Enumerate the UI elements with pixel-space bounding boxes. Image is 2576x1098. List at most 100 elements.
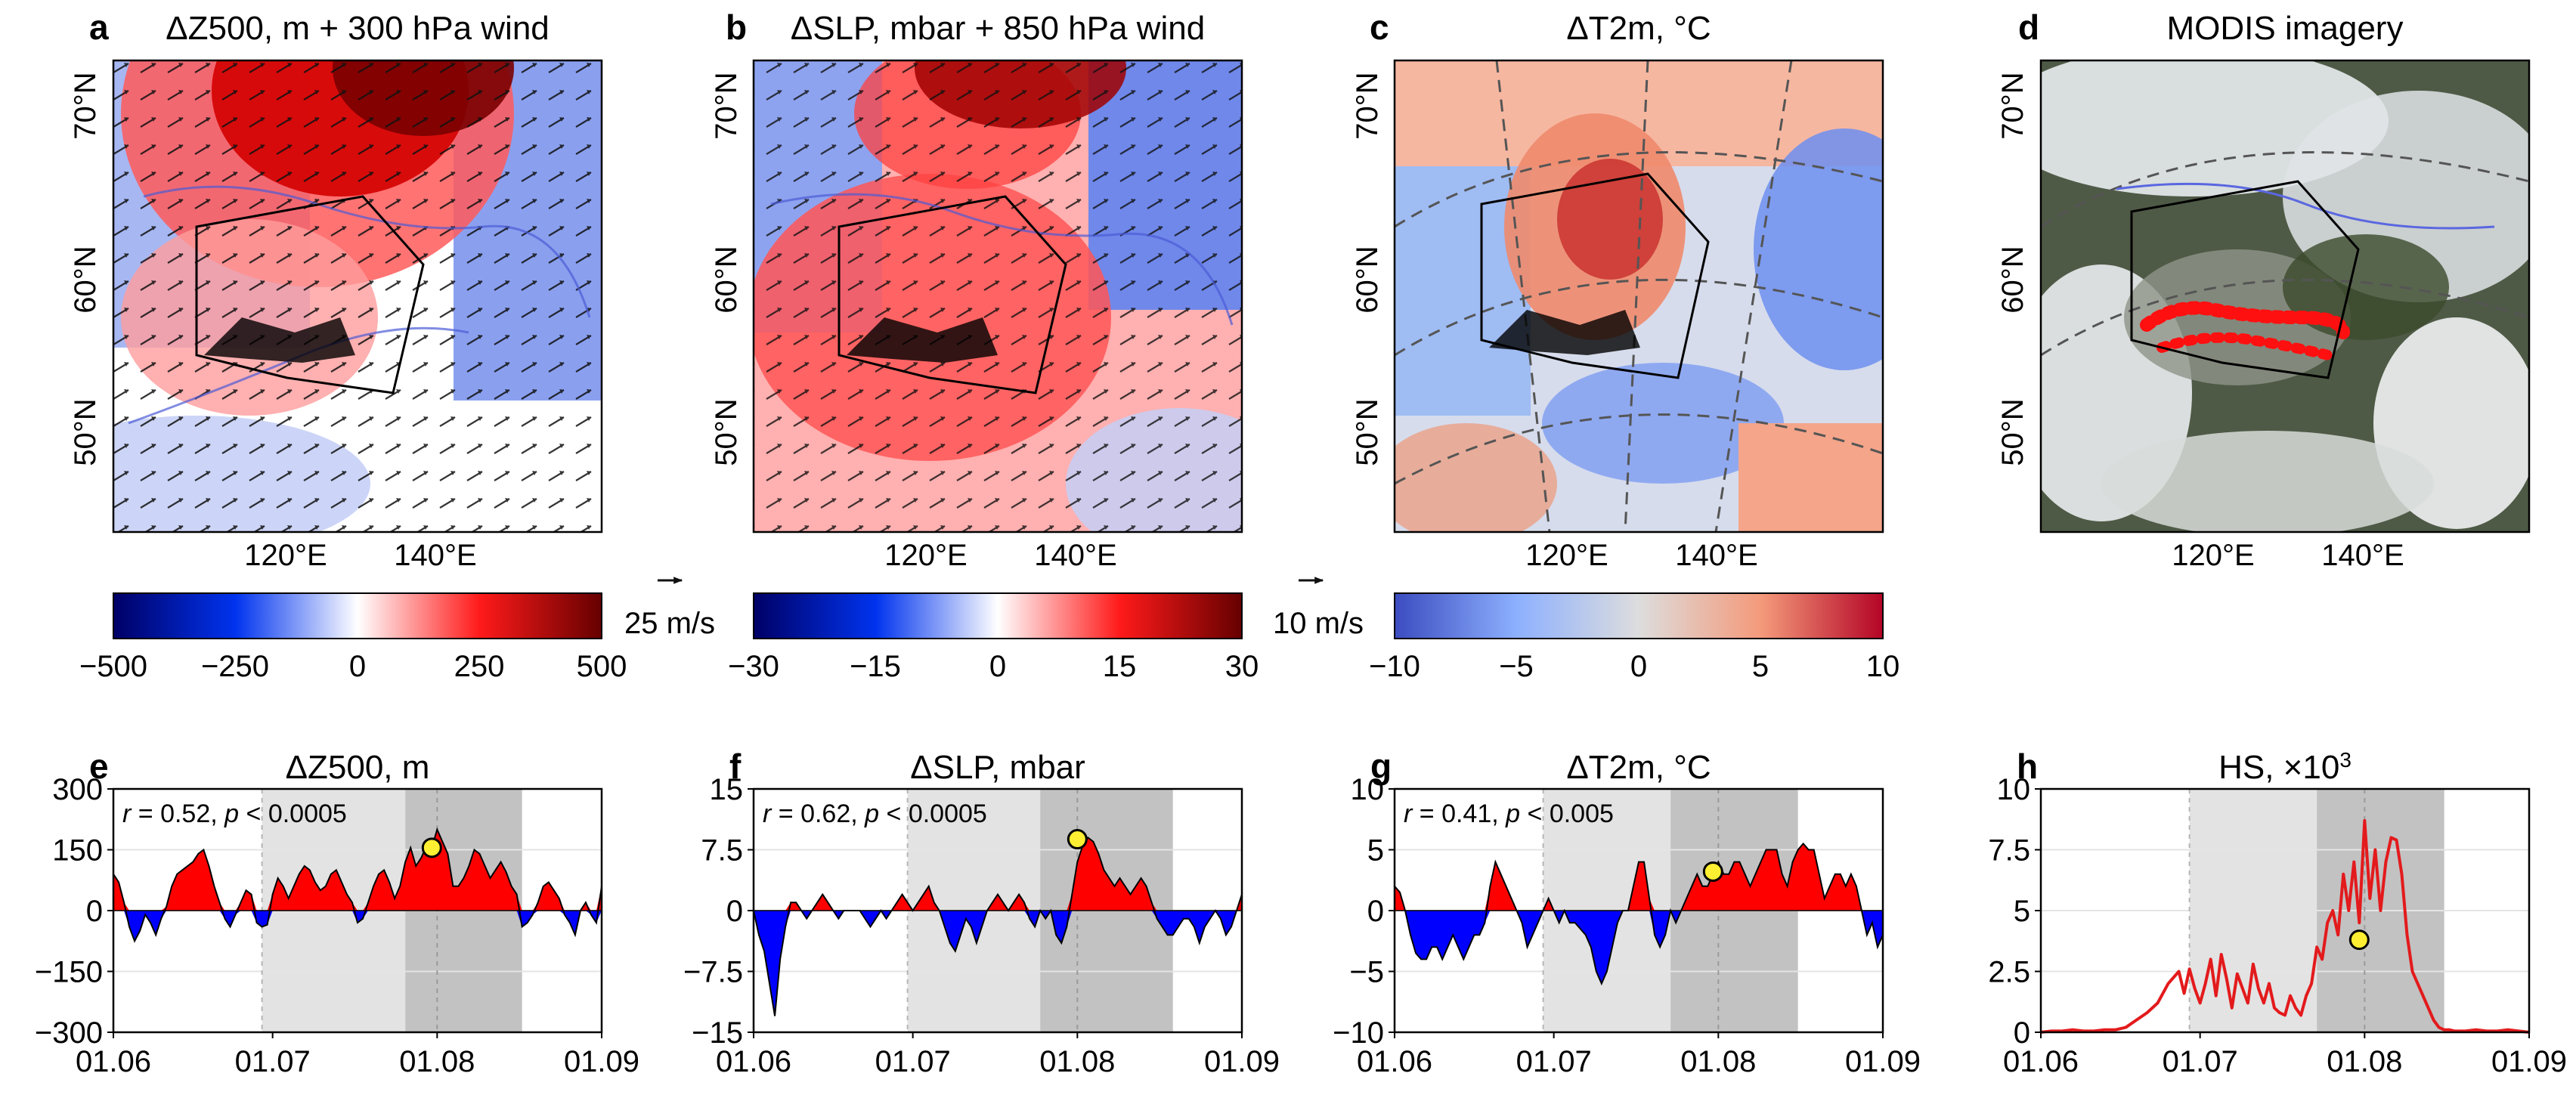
lon-label-c-120: 120°E [1525,539,1608,572]
map-field-c [1395,60,1883,532]
panel-letter-a: a [89,8,109,47]
highlight-marker [2348,929,2370,951]
y-tick-label: 0 [1367,895,1384,928]
stat-r-symbol: r [1404,800,1413,828]
x-tick-label: 01.07 [2163,1045,2238,1078]
panel-letter-g: g [1370,747,1392,786]
map-frame-c [1393,59,1884,534]
y-tick-label: 15 [710,773,744,806]
x-tick-label: 01.08 [399,1045,475,1078]
y-tick-label: 150 [52,834,103,868]
cb-tick: 15 [1103,650,1137,683]
panel-letter-d: d [2018,8,2039,47]
x-tick-label: 01.09 [2491,1045,2567,1078]
series-area-negative [1395,911,1883,984]
x-tick-label: 01.08 [1680,1045,1756,1078]
cb-tick: 500 [577,650,627,683]
lat-label-b-60: 60°N [710,246,743,313]
chart-title-g: ΔT2m, °C [1566,749,1711,786]
series-outline [113,827,602,943]
chart-e: −300 −150 0 150 300 01.06 01.07 01.08 01.09 e ΔZ50… [35,747,639,1078]
map-panel-b: b ΔSLP, mbar + 850 hPa wind 70°N 60°N 50… [710,8,1243,572]
x-tick-label: 01.07 [235,1045,311,1078]
x-tick-label: 01.09 [564,1045,639,1078]
correlation-stat: r = 0.52, p < 0.0005 [122,800,347,828]
lat-label-d-70: 70°N [1996,72,2030,139]
chart-title-e: ΔZ500, m [286,749,430,786]
y-tick-label: 7.5 [1988,834,2030,868]
x-tick-label: 01.08 [1039,1045,1115,1078]
map-satellite-d [2041,60,2529,532]
y-tick-label: 0 [86,895,103,928]
panel-letter-e: e [89,747,109,786]
lat-label-a-50: 50°N [69,398,102,465]
lon-label-c-140: 140°E [1675,539,1757,572]
lat-label-b-50: 50°N [710,398,743,465]
stat-p-symbol: p [1505,800,1520,828]
lat-label-c-60: 60°N [1351,246,1384,313]
series-outline [753,836,1243,1016]
lon-label-a-120: 120°E [244,539,327,572]
lat-label-a-70: 70°N [69,72,102,139]
panel-title-a: ΔZ500, m + 300 hPa wind [166,10,550,47]
correlation-stat: r = 0.41, p < 0.005 [1404,800,1614,828]
y-tick-label: −7.5 [683,956,743,989]
lat-label-b-70: 70°N [710,72,743,139]
map-field-a [113,60,602,532]
stat-p-value: < 0.0005 [239,800,347,828]
map-frame-b [752,59,1243,534]
cb-tick: 0 [349,650,366,683]
map-panel-d: d MODIS imagery 70°N 60°N 50°N 120°E 140… [1996,8,2531,572]
y-tick-label: 300 [52,773,103,806]
series-area-negative [754,911,1242,1016]
lon-label-b-120: 120°E [884,539,967,572]
cb-tick: −250 [201,650,269,683]
stat-r-symbol: r [122,800,132,828]
chart-title-f: ΔSLP, mbar [910,749,1085,786]
correlation-stat: r = 0.62, p < 0.0005 [763,800,987,828]
stat-r-value: = 0.41, [1412,800,1506,828]
chart-g: −10 −5 0 5 10 01.06 01.07 01.08 01.09 g ΔT2m, °C r … [1333,747,1921,1078]
colorbar-c: −10 −5 0 5 10 [1369,592,1900,683]
chart-title-h: HS, ×103 [2218,748,2352,787]
cb-tick: 10 [1866,650,1900,683]
stat-p-value: < 0.0005 [879,800,987,828]
wind-reference-b: 10 m/s [1273,577,1364,640]
x-tick-label: 01.09 [1845,1045,1921,1078]
y-tick-label: 2.5 [1988,956,2030,989]
x-tick-label: 01.07 [875,1045,951,1078]
stat-p-symbol: p [224,800,239,828]
panel-title-b: ΔSLP, mbar + 850 hPa wind [791,10,1205,47]
x-tick-label: 01.07 [1516,1045,1592,1078]
highlight-marker [1067,829,1088,850]
x-tick-label: 01.06 [2003,1045,2079,1078]
chart-h: 0 2.5 5 7.5 10 01.06 01.07 01.08 01.09 h HS, ×103 [1988,747,2567,1078]
map-field-b [754,60,1242,532]
lon-label-b-140: 140°E [1034,539,1116,572]
panel-letter-f: f [729,747,742,786]
colorbar-b: −30 −15 0 15 30 [728,592,1259,683]
cb-tick: 250 [454,650,505,683]
map-panel-a: a ΔZ500, m + 300 hPa wind 70°N 60°N 50°N… [69,8,603,572]
lon-label-d-140: 140°E [2321,539,2404,572]
panel-title-c: ΔT2m, °C [1566,10,1711,47]
x-tick-label: 01.06 [716,1045,791,1078]
stat-p-symbol: p [864,800,879,828]
panel-title-d: MODIS imagery [2167,10,2404,47]
chart-f: −15 −7.5 0 7.5 15 01.06 01.07 01.08 01.09 f ΔSLP, … [683,747,1280,1078]
highlight-marker [1702,861,1723,882]
lat-label-d-50: 50°N [1996,398,2030,465]
stat-p-value: < 0.005 [1520,800,1614,828]
series-area-positive [754,837,1242,911]
map-panel-c: c ΔT2m, °C 70°N 60°N 50°N 120°E 140°E [1351,8,1884,572]
y-tick-label: −300 [35,1016,103,1050]
y-tick-label: −150 [35,956,103,989]
cb-tick: −15 [850,650,901,683]
colorbar-a: −500 −250 0 250 500 [79,592,627,683]
stat-r-symbol: r [763,800,772,828]
series-area-positive [113,829,602,911]
y-tick-label: 7.5 [701,834,743,868]
wind-reference-a: 25 m/s [624,577,715,640]
series-area-negative [113,911,602,942]
